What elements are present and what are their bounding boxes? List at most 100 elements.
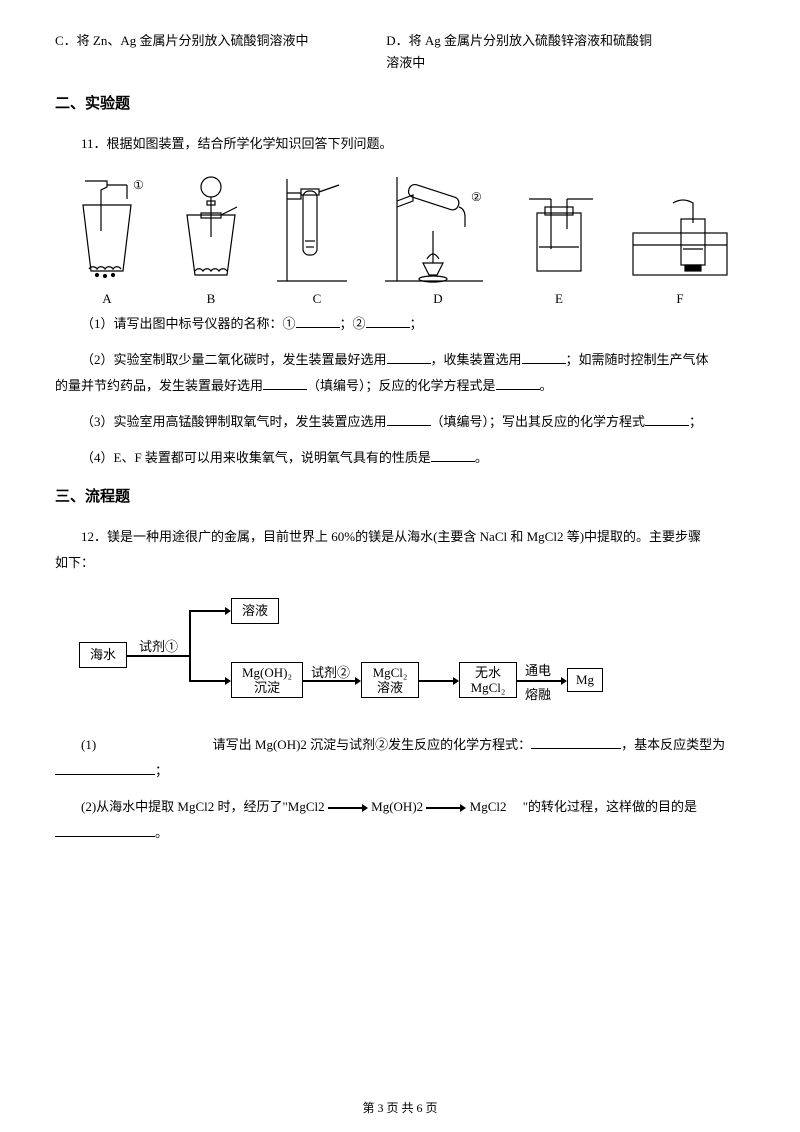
arrow-icon — [426, 804, 466, 812]
apparatus-c-svg — [273, 171, 361, 289]
apparatus-d-label: D — [433, 291, 442, 307]
q11-3a: （3）实验室用高锰酸钾制取氧气时，发生装置应选用 — [81, 414, 387, 429]
q11-3b: （填编号）；写出其反应的化学方程式 — [431, 414, 646, 429]
section-2-heading: 二、实验题 — [55, 92, 745, 113]
blank — [645, 412, 689, 426]
apparatus-e-label: E — [555, 291, 563, 307]
q11-2f: 。 — [540, 378, 553, 393]
flow-mg: Mg — [567, 668, 603, 692]
q11-2a: （2）实验室制取少量二氧化碳时，发生装置最好选用 — [81, 352, 387, 367]
apparatus-b-svg — [171, 171, 251, 289]
q12-sub2: (2)从海水中提取 MgCl2 时，经历了"MgCl2 Mg(OH)2 MgCl… — [55, 794, 745, 846]
flow-arrow — [419, 680, 453, 682]
q11-1a: （1）请写出图中标号仪器的名称：① — [81, 316, 296, 331]
q11-sub2: （2）实验室制取少量二氧化碳时，发生装置最好选用 ，收集装置选用 ；如需随时控制生产… — [55, 347, 745, 399]
apparatus-b: B — [171, 171, 251, 307]
blank — [296, 314, 340, 328]
q12-sub1: (1) 请写出 Mg(OH)2 沉淀与试剂②发生反应的化学方程式： ，基本反应类型… — [55, 732, 745, 784]
apparatus-d: ② D — [383, 171, 493, 307]
blank — [263, 376, 307, 390]
q12-2b: Mg(OH)2 — [371, 799, 423, 814]
apparatus-f: F — [625, 189, 735, 307]
q11-2b: ，收集装置选用 — [431, 352, 522, 367]
apparatus-c: C — [273, 171, 361, 307]
blank — [366, 314, 410, 328]
q12-2c: MgCl2 — [470, 799, 507, 814]
page-footer: 第 3 页 共 6 页 — [0, 1099, 800, 1116]
flow-anh-l2: MgCl₂ — [471, 680, 506, 696]
flow-mgoh-l2: 沉淀 — [254, 680, 280, 696]
apparatus-c-label: C — [313, 291, 322, 307]
q12-1a: (1) — [81, 737, 96, 752]
q12-1b: 请写出 Mg(OH)2 沉淀与试剂②发生反应的化学方程式： — [213, 737, 532, 752]
apparatus-d-svg: ② — [383, 171, 493, 289]
flow-arrow — [189, 610, 225, 612]
blank — [387, 412, 431, 426]
blank — [387, 350, 431, 364]
arrow-icon — [328, 804, 368, 812]
apparatus-b-label: B — [207, 291, 216, 307]
option-row: C．将 Zn、Ag 金属片分别放入硫酸铜溶液中 D．将 Ag 金属片分别放入硫酸… — [55, 30, 745, 74]
apparatus-e-svg — [515, 189, 603, 289]
apparatus-f-label: F — [676, 291, 683, 307]
question-11-stem: 11．根据如图装置，结合所学化学知识回答下列问题。 — [55, 131, 745, 157]
blank — [522, 350, 566, 364]
apparatus-row: ① A B — [55, 167, 745, 307]
option-d-line2: 溶液中 — [386, 52, 745, 74]
blank — [431, 448, 475, 462]
q11-2c: ；如需随时控制生产气体 — [566, 352, 709, 367]
q12-2d: "的转化过程，这样做的目的是 — [523, 799, 697, 814]
flow-arrow — [189, 680, 225, 682]
q12a: 12．镁是一种用途很广的金属，目前世界上 60%的镁是从海水(主要含 NaCl … — [55, 524, 701, 550]
flow-mgcl-l1: MgCl₂ — [373, 665, 408, 681]
apparatus-a-label: A — [102, 291, 111, 307]
blank — [55, 823, 155, 837]
q11-1b: ；② — [340, 316, 366, 331]
apparatus-a: ① A — [65, 171, 149, 307]
blank — [55, 761, 155, 775]
flow-anhydrous: 无水 MgCl₂ — [459, 662, 517, 698]
flow-reagent1: 试剂① — [139, 636, 178, 655]
flow-elec2: 熔融 — [525, 684, 551, 703]
flow-mgcl-l2: 溶液 — [377, 680, 403, 696]
flow-elec1: 通电 — [525, 660, 551, 679]
q12b: 如下： — [55, 555, 94, 570]
blank — [496, 376, 540, 390]
blank — [531, 735, 621, 749]
apparatus-f-svg — [625, 189, 735, 289]
label-circ2: ② — [471, 190, 482, 204]
flow-seawater: 海水 — [79, 642, 127, 668]
q11-sub4: （4）E、F 装置都可以用来收集氧气，说明氧气具有的性质是 。 — [55, 445, 745, 471]
flow-anh-l1: 无水 — [475, 665, 501, 681]
question-12-stem: 12．镁是一种用途很广的金属，目前世界上 60%的镁是从海水(主要含 NaCl … — [55, 524, 745, 576]
q11-1c: ； — [410, 316, 423, 331]
q11-2e: （填编号）；反应的化学方程式是 — [307, 378, 496, 393]
flow-line — [189, 610, 191, 680]
q12-1c: ，基本反应类型为 — [621, 737, 725, 752]
q11-4a: （4）E、F 装置都可以用来收集氧气，说明氧气具有的性质是 — [81, 450, 431, 465]
option-d-line1: D．将 Ag 金属片分别放入硫酸锌溶液和硫酸铜 — [386, 30, 745, 52]
flowchart: 海水 试剂① 溶液 Mg(OH)₂ 沉淀 试剂② MgCl₂ 溶液 无水 MgC… — [79, 590, 639, 722]
q12-2a: (2)从海水中提取 MgCl2 时，经历了"MgCl2 — [81, 799, 325, 814]
q12-2e: 。 — [155, 825, 168, 840]
q11-4b: 。 — [475, 450, 488, 465]
option-c: C．将 Zn、Ag 金属片分别放入硫酸铜溶液中 — [55, 30, 386, 74]
section-3-heading: 三、流程题 — [55, 485, 745, 506]
q11-sub1: （1）请写出图中标号仪器的名称：① ；② ； — [55, 311, 745, 337]
flow-reagent2: 试剂② — [311, 662, 350, 681]
q12-1d: ； — [155, 763, 168, 778]
q11-3c: ； — [689, 414, 702, 429]
flow-mgoh-l1: Mg(OH)₂ — [242, 665, 292, 681]
q11-sub3: （3）实验室用高锰酸钾制取氧气时，发生装置应选用 （填编号）；写出其反应的化学方程… — [55, 409, 745, 435]
apparatus-a-svg: ① — [65, 171, 149, 289]
flow-arrow — [517, 680, 561, 682]
option-d: D．将 Ag 金属片分别放入硫酸锌溶液和硫酸铜 溶液中 — [386, 30, 745, 74]
flow-mgcl: MgCl₂ 溶液 — [361, 662, 419, 698]
flow-arrow — [303, 680, 355, 682]
flow-line — [127, 655, 189, 657]
flow-solution: 溶液 — [231, 598, 279, 624]
label-circ1: ① — [133, 178, 144, 192]
apparatus-e: E — [515, 189, 603, 307]
q11-2d: 的量并节约药品，发生装置最好选用 — [55, 378, 263, 393]
flow-mgoh: Mg(OH)₂ 沉淀 — [231, 662, 303, 698]
